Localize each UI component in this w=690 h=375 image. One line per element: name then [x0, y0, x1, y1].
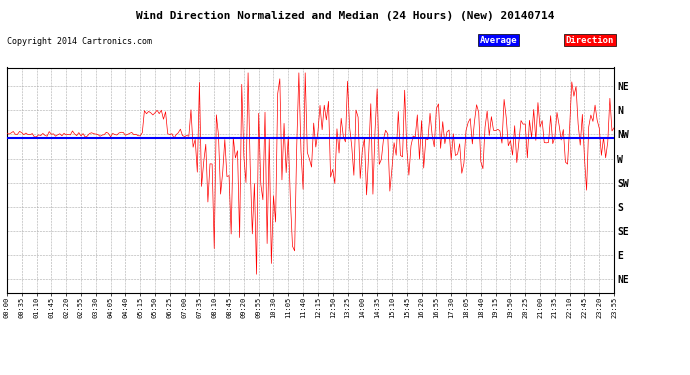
Text: Average: Average — [480, 36, 518, 45]
Text: Direction: Direction — [566, 36, 614, 45]
Text: Copyright 2014 Cartronics.com: Copyright 2014 Cartronics.com — [7, 38, 152, 46]
Text: Wind Direction Normalized and Median (24 Hours) (New) 20140714: Wind Direction Normalized and Median (24… — [136, 11, 554, 21]
